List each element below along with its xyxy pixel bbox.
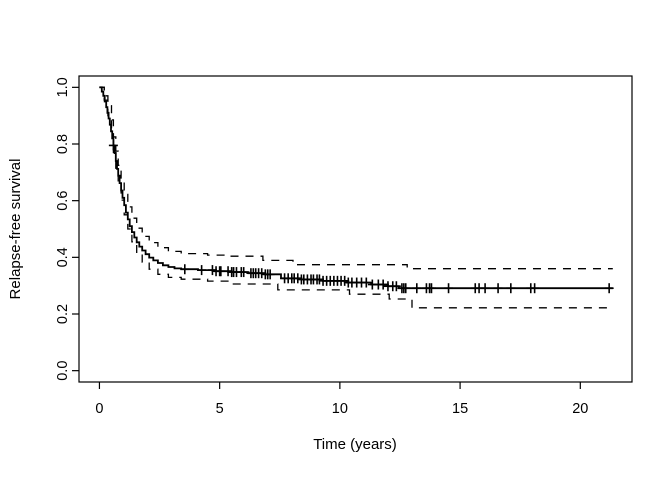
y-tick-label: 1.0 <box>55 77 71 97</box>
x-tick-label: 10 <box>332 401 348 417</box>
series-path <box>99 86 613 309</box>
km-estimate-curve <box>99 86 613 290</box>
x-tick-label: 15 <box>452 401 468 417</box>
y-tick-label: 0.6 <box>55 191 71 211</box>
x-tick-label: 5 <box>216 401 224 417</box>
y-tick-label: 0.2 <box>55 304 71 324</box>
x-axis: 0 5 10 15 20 <box>95 382 588 417</box>
y-tick-label: 0.4 <box>55 247 71 267</box>
series-path <box>99 86 613 290</box>
y-tick-label: 0.0 <box>55 361 71 381</box>
censor-marks <box>108 140 614 294</box>
plot-box <box>78 75 633 383</box>
x-tick-label: 0 <box>95 401 103 417</box>
series-path <box>99 86 613 270</box>
y-axis-title: Relapse-free survival <box>7 159 24 300</box>
y-tick-label: 0.8 <box>55 134 71 154</box>
ci-lower-band <box>99 86 613 309</box>
x-axis-title: Time (years) <box>313 436 397 453</box>
plot-frame <box>78 75 633 383</box>
x-tick-label: 20 <box>572 401 588 417</box>
y-axis: 0.0 0.2 0.4 0.6 0.8 1.0 <box>55 77 79 381</box>
ci-upper-band <box>99 86 613 270</box>
